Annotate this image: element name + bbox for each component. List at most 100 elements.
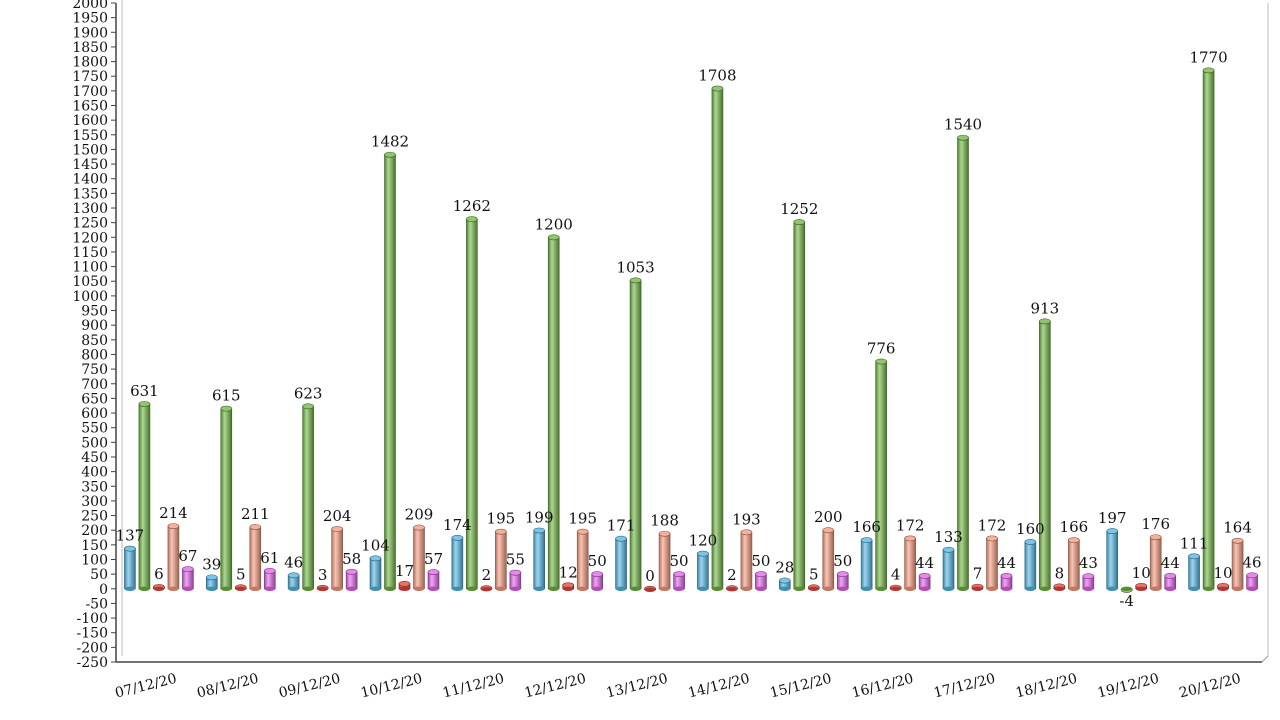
- data-label: 1770: [1189, 48, 1227, 66]
- data-label: 0: [645, 567, 655, 585]
- bar-cap: [138, 401, 151, 407]
- bar: [1039, 321, 1051, 590]
- x-tick-label: 20/12/20: [1178, 671, 1243, 702]
- bar-cap: [740, 529, 753, 536]
- bar-cap: [1039, 318, 1051, 325]
- bar-cap: [263, 568, 276, 574]
- bar-base: [615, 586, 627, 591]
- data-label: 44: [997, 554, 1016, 572]
- x-tick-label: 18/12/20: [1014, 671, 1079, 702]
- data-label: 172: [978, 516, 1007, 534]
- bar-cap: [182, 566, 194, 573]
- data-label: 2: [727, 566, 737, 584]
- bar-base: [1053, 586, 1065, 591]
- bar-cap: [875, 358, 887, 365]
- data-label: 12: [559, 563, 578, 581]
- bar-cap: [822, 527, 835, 534]
- data-label: 176: [1141, 515, 1170, 533]
- y-tick-label: 1000: [72, 289, 108, 305]
- bar: [533, 530, 546, 590]
- bar-base: [1217, 586, 1229, 591]
- y-tick-label: 1550: [72, 128, 108, 144]
- bar-base: [957, 586, 969, 591]
- data-label: 43: [1079, 554, 1098, 572]
- y-tick-label: 1250: [72, 216, 108, 232]
- bar-base: [1024, 586, 1036, 591]
- bar: [986, 538, 998, 590]
- y-tick-label: 1050: [72, 274, 108, 290]
- bar-cap: [331, 526, 343, 532]
- bar-cap: [957, 134, 969, 141]
- bar-base: [659, 586, 671, 591]
- data-label: 61: [260, 549, 279, 567]
- bar-base: [480, 586, 492, 592]
- data-label: 209: [405, 506, 434, 524]
- bar: [860, 539, 873, 590]
- bar-base: [890, 586, 902, 591]
- bar-base: [986, 586, 998, 591]
- bar-cap: [673, 571, 685, 578]
- y-tick-label: 1800: [72, 55, 108, 71]
- bar-cap: [658, 530, 671, 537]
- bar-cap: [369, 555, 382, 562]
- bar: [658, 533, 671, 590]
- bar-cap: [836, 571, 849, 578]
- data-label: 46: [1243, 553, 1262, 571]
- bar-base: [451, 586, 463, 591]
- data-label: 204: [323, 507, 352, 525]
- bar: [615, 538, 627, 590]
- bar-base: [182, 586, 194, 591]
- bar-cap: [466, 216, 478, 223]
- x-tick-label: 09/12/20: [277, 671, 342, 702]
- data-label: 188: [650, 512, 679, 530]
- bar-base: [302, 586, 314, 591]
- bar-cap: [986, 535, 998, 542]
- x-tick-label: 13/12/20: [605, 671, 670, 702]
- y-tick-label: 1650: [72, 99, 108, 115]
- bar-cap: [205, 574, 218, 581]
- bar: [793, 221, 806, 590]
- data-label: 214: [159, 504, 188, 522]
- bar: [904, 538, 916, 590]
- bar: [875, 361, 887, 590]
- data-label: 111: [1180, 534, 1209, 552]
- bar-base: [808, 586, 820, 591]
- y-tick-label: 500: [81, 435, 108, 451]
- data-label: 631: [130, 382, 159, 400]
- y-tick-label: 400: [81, 465, 108, 481]
- y-tick-label: 800: [81, 347, 108, 363]
- bar-base: [1246, 586, 1258, 591]
- bar-cap: [1188, 553, 1200, 560]
- bar-base: [317, 586, 329, 592]
- data-label: 1252: [780, 200, 818, 218]
- bar-base: [509, 586, 521, 591]
- data-label: 50: [588, 552, 607, 570]
- bar-cap: [793, 219, 806, 225]
- x-axis-categories: 07/12/20 08/12/20 09/12/20 10/12/20 11/12/20…: [114, 671, 1243, 702]
- data-label: 1540: [944, 116, 982, 134]
- bar-base: [591, 586, 603, 591]
- bar-base: [533, 586, 545, 591]
- bar-cap: [697, 550, 709, 557]
- bar-cap: [220, 405, 233, 412]
- bar: [220, 408, 233, 590]
- y-tick-label: -200: [77, 640, 108, 656]
- x-tick-label: 07/12/20: [114, 671, 179, 702]
- y-tick-label: 1300: [72, 201, 108, 217]
- y-tick-label: 900: [81, 318, 108, 334]
- bar-base: [1039, 586, 1051, 591]
- y-tick-label: 150: [81, 538, 108, 554]
- data-label: -4: [1119, 592, 1134, 610]
- bar-base: [1164, 586, 1176, 591]
- bar-base: [220, 586, 232, 591]
- data-label: 10: [1132, 564, 1151, 582]
- bar-base: [1203, 586, 1215, 591]
- y-axis-ticks: -250-200-150-100-50050100150200250300350…: [72, 0, 116, 671]
- bar-base: [370, 586, 381, 591]
- data-label: 1262: [453, 197, 491, 215]
- bar-base: [644, 587, 656, 592]
- data-label: 50: [833, 552, 852, 570]
- bar-base: [577, 586, 589, 591]
- data-label: 137: [116, 527, 145, 545]
- y-tick-label: 1700: [72, 84, 108, 100]
